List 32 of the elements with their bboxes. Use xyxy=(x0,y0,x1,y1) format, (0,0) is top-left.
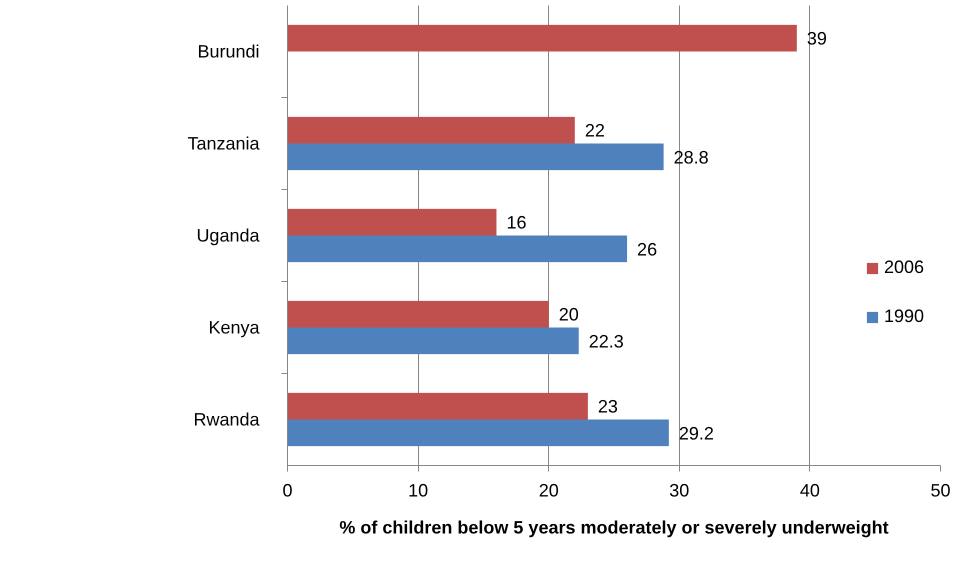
data-label: 26 xyxy=(637,239,658,260)
bar xyxy=(288,420,669,446)
bar xyxy=(288,24,797,52)
bar xyxy=(288,300,549,328)
y-tick-label: Kenya xyxy=(208,318,260,338)
bar xyxy=(288,116,575,144)
y-tick-label: Tanzania xyxy=(187,134,260,154)
bar xyxy=(288,236,628,262)
bar xyxy=(288,328,579,354)
x-tick-label: 10 xyxy=(408,480,428,500)
x-axis-title: % of children below 5 years moderately or severely underweight xyxy=(339,518,889,538)
data-label: 23 xyxy=(598,396,618,417)
x-tick-label: 40 xyxy=(800,480,820,500)
data-label: 29.2 xyxy=(678,423,714,444)
data-label: 16 xyxy=(506,212,526,233)
x-tick-label: 0 xyxy=(282,480,293,500)
x-tick-label: 30 xyxy=(669,480,690,500)
data-label: 28.8 xyxy=(674,147,709,168)
x-tick-label: 50 xyxy=(930,480,951,500)
y-tick-label: Rwanda xyxy=(193,410,260,430)
bar xyxy=(288,392,588,420)
data-label: 22.3 xyxy=(588,331,624,352)
bar xyxy=(288,208,496,236)
legend-label: 2006 xyxy=(884,257,924,278)
y-tick-label: Uganda xyxy=(196,226,260,246)
data-label: 39 xyxy=(806,28,827,49)
data-label: 22 xyxy=(584,120,605,141)
data-label: 20 xyxy=(558,304,579,325)
legend-label: 1990 xyxy=(884,306,924,327)
bar xyxy=(288,144,664,170)
y-tick-label: Burundi xyxy=(197,42,260,62)
x-tick-label: 20 xyxy=(538,480,559,500)
